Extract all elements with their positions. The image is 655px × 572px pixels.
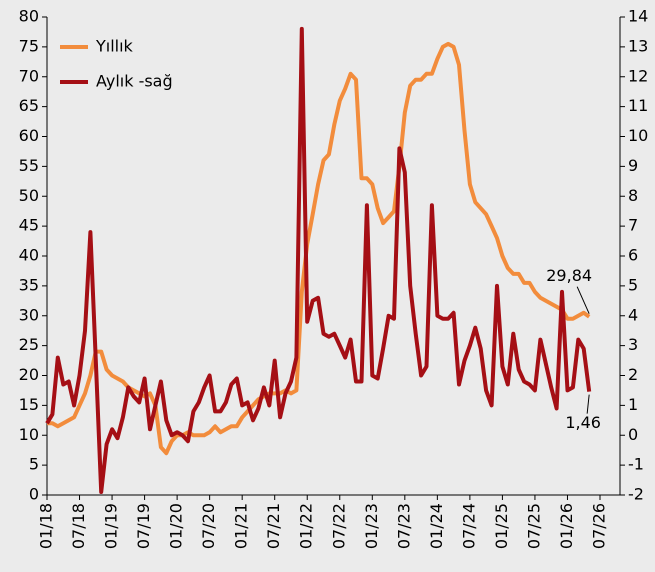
x-tick-label: 01/20 (167, 503, 186, 549)
series-line (47, 41, 591, 456)
x-tick-label: 01/25 (492, 503, 511, 549)
x-tick-label: 07/21 (264, 503, 283, 549)
label-leader (576, 286, 590, 314)
x-tick-label: 01/18 (37, 503, 56, 549)
y2-tick-label: -2 (628, 485, 644, 504)
x-tick-label: 01/22 (297, 503, 316, 549)
y-tick-label: 60 (19, 126, 39, 145)
y-tick-label: 15 (19, 395, 39, 414)
y2-tick-label: 11 (628, 96, 648, 115)
x-tick-label: 01/23 (362, 503, 381, 549)
data-label: 1,46 (565, 413, 601, 432)
y2-tick-label: 5 (628, 275, 638, 294)
y2-tick-label: 6 (628, 246, 638, 265)
y-tick-label: 10 (19, 425, 39, 444)
y-tick-label: 25 (19, 335, 39, 354)
legend-label: Yıllık (95, 37, 134, 56)
y-tick-label: 45 (19, 216, 39, 235)
y-tick-label: 70 (19, 66, 39, 85)
y-tick-label: 20 (19, 365, 39, 384)
x-tick-label: 07/23 (394, 503, 413, 549)
x-tick-label: 07/24 (459, 503, 478, 549)
data-label: 29,84 (546, 266, 592, 285)
y-tick-label: 75 (19, 36, 39, 55)
y-tick-label: 55 (19, 156, 39, 175)
y-tick-label: 80 (19, 7, 39, 26)
y-tick-label: 40 (19, 246, 39, 265)
y2-tick-label: 1 (628, 395, 638, 414)
x-tick-label: 01/24 (427, 503, 446, 549)
x-tick-label: 07/25 (524, 503, 543, 549)
x-tick-label: 07/18 (69, 503, 88, 549)
legend-label: Aylık -sağ (96, 72, 173, 91)
series-line (45, 26, 592, 494)
y2-tick-label: 0 (628, 425, 638, 444)
label-leader (586, 394, 590, 414)
y2-tick-label: 2 (628, 365, 638, 384)
x-tick-label: 01/26 (557, 503, 576, 549)
x-tick-label: 07/26 (590, 503, 609, 549)
y2-tick-label: 8 (628, 186, 638, 205)
y2-tick-label: 14 (628, 7, 648, 26)
x-tick-label: 07/22 (329, 503, 348, 549)
x-tick-label: 01/21 (232, 503, 251, 549)
y2-tick-label: 13 (628, 36, 648, 55)
y-tick-label: 35 (19, 275, 39, 294)
y2-tick-label: 9 (628, 156, 638, 175)
y2-tick-label: 12 (628, 66, 648, 85)
y2-tick-label: 3 (628, 335, 638, 354)
y2-tick-label: 7 (628, 216, 638, 235)
y-tick-label: 50 (19, 186, 39, 205)
y-tick-label: 0 (29, 485, 39, 504)
y2-tick-label: 4 (628, 305, 638, 324)
x-tick-label: 01/19 (102, 503, 121, 549)
y-tick-label: 65 (19, 96, 39, 115)
y2-tick-label: 10 (628, 126, 648, 145)
y-tick-label: 5 (29, 455, 39, 474)
y2-tick-label: -1 (628, 455, 644, 474)
x-tick-label: 07/20 (199, 503, 218, 549)
y-tick-label: 30 (19, 305, 39, 324)
x-tick-label: 07/19 (134, 503, 153, 549)
